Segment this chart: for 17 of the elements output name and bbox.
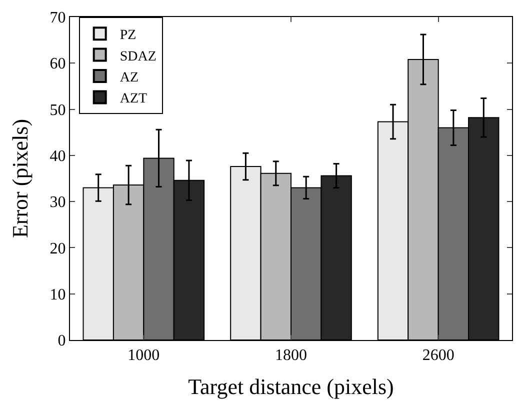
y-tick-label: 30 bbox=[50, 194, 66, 212]
legend-label: AZ bbox=[120, 70, 139, 86]
x-tick-label: 2600 bbox=[422, 347, 454, 364]
y-axis-title: Error (pixels) bbox=[8, 118, 33, 238]
legend-label: SDAZ bbox=[120, 49, 156, 64]
y-tick-label: 60 bbox=[50, 56, 66, 73]
x-tick-label: 1800 bbox=[275, 347, 307, 364]
y-tick-label: 40 bbox=[50, 148, 66, 166]
y-tick-label: 0 bbox=[58, 332, 66, 350]
y-tick-label: 20 bbox=[50, 240, 66, 258]
x-axis-title: Target distance (pixels) bbox=[188, 374, 394, 400]
x-tick-label: 1000 bbox=[128, 347, 160, 364]
legend-label: AZT bbox=[120, 92, 148, 107]
y-tick-label: 70 bbox=[50, 10, 66, 27]
y-tick-label: 10 bbox=[50, 286, 66, 304]
legend-label: PZ bbox=[120, 28, 136, 44]
y-tick-label: 50 bbox=[50, 102, 66, 119]
